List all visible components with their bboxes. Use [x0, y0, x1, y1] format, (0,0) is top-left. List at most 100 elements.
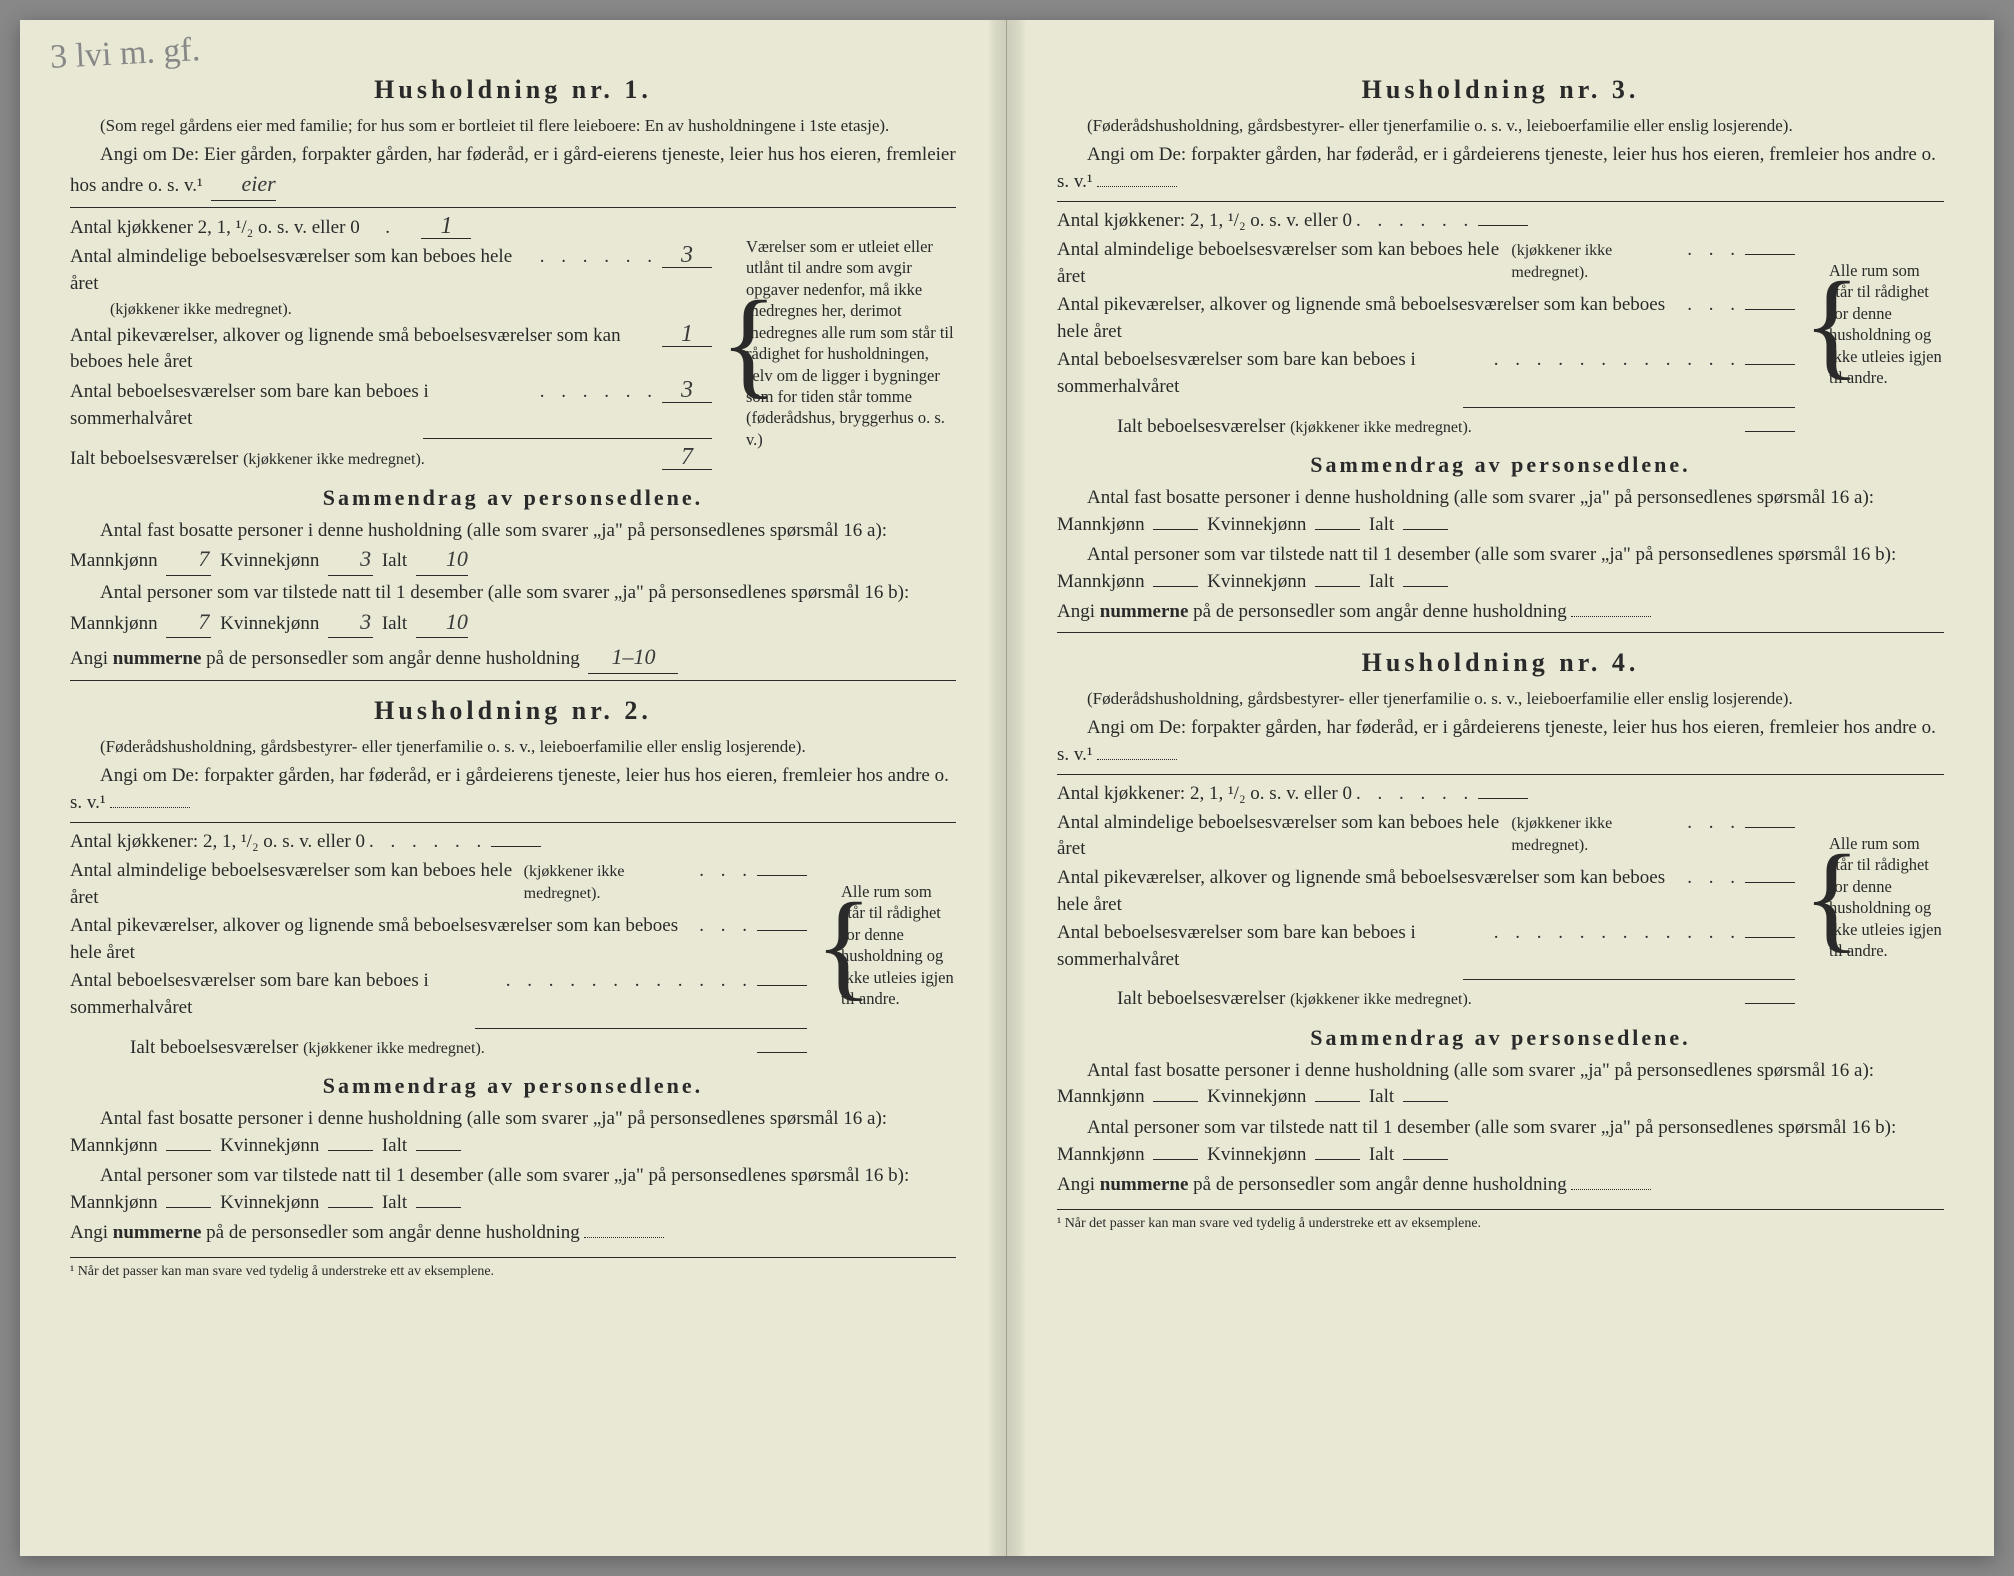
brace: {: [720, 214, 738, 473]
angi-text: Angi om De: forpakter gården, har føderå…: [1057, 144, 1936, 192]
value: [1745, 827, 1795, 828]
household-3-title: Husholdning nr. 3.: [1057, 72, 1944, 108]
label: Antal kjøkkener: 2, 1, ¹/₂ o. s. v. elle…: [1057, 781, 1352, 808]
value: 3: [662, 378, 712, 403]
angi-value: [1097, 759, 1177, 760]
value: 1: [662, 322, 712, 347]
household-2-title: Husholdning nr. 2.: [70, 693, 956, 729]
sub: (kjøkkener ikke medregnet).: [1511, 240, 1683, 285]
sammendrag-3-line-b: Antal personer som var tilstede natt til…: [1057, 542, 1944, 595]
kvinne-label: Kvinnekjønn: [1207, 571, 1306, 592]
label: Antal pikeværelser, alkover og lignende …: [1057, 865, 1683, 918]
household-3-angi: Angi om De: forpakter gården, har føderå…: [1057, 142, 1944, 195]
prefix: Antal fast bosatte personer i denne hush…: [1087, 487, 1874, 508]
label: Angi nummerne på de personsedler som ang…: [70, 648, 580, 669]
label: Antal pikeværelser, alkover og lignende …: [70, 913, 695, 966]
sammendrag-2-nummer: Angi nummerne på de personsedler som ang…: [70, 1220, 956, 1247]
document-spread: 3 lvi m. gf. Husholdning nr. 1. (Som reg…: [20, 20, 1994, 1556]
row-pike: Antal pikeværelser, alkover og lignende …: [1057, 865, 1795, 918]
kvinne-val: [328, 1207, 373, 1208]
row-total: Ialt beboelsesværelser (kjøkkener ikke m…: [70, 445, 712, 473]
ialt-val: [1403, 1101, 1448, 1102]
mann-label: Mannkjønn: [70, 550, 158, 571]
value: 3: [662, 243, 712, 268]
household-3-sammendrag-title: Sammendrag av personsedlene.: [1057, 450, 1944, 481]
ialt-label: Ialt: [382, 1135, 407, 1156]
kvinne-label: Kvinnekjønn: [220, 1192, 319, 1213]
row-total: Ialt beboelsesværelser (kjøkkener ikke m…: [1057, 414, 1795, 441]
angi-value: eier: [211, 169, 275, 201]
row-almindelige: Antal almindelige beboelsesværelser som …: [1057, 810, 1795, 863]
sub: (kjøkkener ikke medregnet).: [1290, 989, 1472, 1011]
left-page: 3 lvi m. gf. Husholdning nr. 1. (Som reg…: [20, 20, 1007, 1556]
kvinne-val: 3: [328, 607, 373, 639]
kvinne-label: Kvinnekjønn: [1207, 1086, 1306, 1107]
ialt-label: Ialt: [382, 550, 407, 571]
row-total: Ialt beboelsesværelser (kjøkkener ikke m…: [70, 1035, 807, 1062]
label: Antal beboelsesværelser som bare kan beb…: [70, 379, 536, 432]
row-pike: Antal pikeværelser, alkover og lignende …: [1057, 292, 1795, 345]
ialt-val: [416, 1150, 461, 1151]
household-4-paren: (Føderådshusholdning, gårdsbestyrer- ell…: [1057, 687, 1944, 711]
mann-label: Mannkjønn: [70, 1192, 158, 1213]
footnote-left: ¹ Når det passer kan man svare ved tydel…: [70, 1257, 956, 1282]
label: Antal beboelsesværelser som bare kan beb…: [1057, 347, 1490, 400]
angi-text: Angi om De: Eier gården, forpakter gårde…: [70, 144, 956, 196]
household-1-rows-block: Antal kjøkkener 2, 1, ¹/₂ o. s. v. eller…: [70, 214, 956, 473]
mann-val: 7: [166, 544, 211, 576]
ialt-label: Ialt: [1369, 1144, 1394, 1165]
household-4-angi: Angi om De: forpakter gården, har føderå…: [1057, 715, 1944, 768]
row-kjokken: Antal kjøkkener: 2, 1, ¹/₂ o. s. v. elle…: [1057, 208, 1795, 235]
value: [757, 930, 807, 931]
mann-val: [1153, 529, 1198, 530]
row-kjokken: Antal kjøkkener 2, 1, ¹/₂ o. s. v. eller…: [70, 214, 712, 242]
rows-left: Antal kjøkkener: 2, 1, ¹/₂ o. s. v. elle…: [70, 829, 807, 1061]
kvinne-val: 3: [328, 544, 373, 576]
value: 1: [421, 214, 471, 239]
row-sommer: Antal beboelsesværelser som bare kan beb…: [1057, 347, 1795, 400]
sub: (kjøkkener ikke medregnet).: [1290, 417, 1472, 439]
value: [1478, 798, 1528, 799]
dots: . . . . . .: [365, 829, 491, 856]
side-note: Værelser som er utleiet eller utlånt til…: [746, 236, 956, 450]
dots: . . . . . .: [536, 244, 662, 271]
value: [757, 985, 807, 986]
row-pike: Antal pikeværelser, alkover og lignende …: [70, 322, 712, 376]
sammendrag-3-nummer: Angi nummerne på de personsedler som ang…: [1057, 599, 1944, 626]
row-almindelige: Antal almindelige beboelsesværelser som …: [1057, 237, 1795, 290]
kvinne-val: [1315, 529, 1360, 530]
value: [757, 1052, 807, 1053]
row-almindelige: Antal almindelige beboelsesværelser som …: [70, 858, 807, 911]
dots: . . . . . . . . . . . .: [502, 968, 757, 995]
kvinne-label: Kvinnekjønn: [220, 1135, 319, 1156]
sammendrag-2-line-b: Antal personer som var tilstede natt til…: [70, 1163, 956, 1216]
value: [1745, 882, 1795, 883]
angi-value: [1097, 186, 1177, 187]
label: Antal kjøkkener: 2, 1, ¹/₂ o. s. v. elle…: [1057, 208, 1352, 235]
angi-text: Angi om De: forpakter gården, har føderå…: [70, 765, 949, 813]
divider: [1463, 979, 1795, 980]
angi-text: Angi om De: forpakter gården, har føderå…: [1057, 717, 1936, 765]
brace: {: [1803, 781, 1821, 1013]
label: Antal kjøkkener: 2, 1, ¹/₂ o. s. v. elle…: [70, 829, 365, 856]
label: Antal pikeværelser, alkover og lignende …: [1057, 292, 1683, 345]
footnote-right: ¹ Når det passer kan man svare ved tydel…: [1057, 1209, 1944, 1234]
sammendrag-2-line-a: Antal fast bosatte personer i denne hush…: [70, 1106, 956, 1159]
label: Antal kjøkkener 2, 1, ¹/₂ o. s. v. eller…: [70, 215, 360, 242]
label: Antal pikeværelser, alkover og lignende …: [70, 323, 662, 376]
row-sommer: Antal beboelsesværelser som bare kan beb…: [70, 968, 807, 1021]
divider: [70, 680, 956, 681]
sammendrag-1-nummer: Angi nummerne på de personsedler som ang…: [70, 642, 956, 674]
rows-left: Antal kjøkkener 2, 1, ¹/₂ o. s. v. eller…: [70, 214, 712, 473]
kvinne-label: Kvinnekjønn: [1207, 1144, 1306, 1165]
household-4-rows-block: Antal kjøkkener: 2, 1, ¹/₂ o. s. v. elle…: [1057, 781, 1944, 1013]
label: Antal almindelige beboelsesværelser som …: [70, 858, 519, 911]
value: [1571, 616, 1651, 617]
ialt-val: 10: [416, 544, 468, 576]
dots: . . . . . .: [536, 379, 662, 406]
value: [757, 875, 807, 876]
mann-label: Mannkjønn: [70, 1135, 158, 1156]
ialt-label: Ialt: [382, 613, 407, 634]
mann-val: 7: [166, 607, 211, 639]
right-page: Husholdning nr. 3. (Føderådshusholdning,…: [1007, 20, 1994, 1556]
